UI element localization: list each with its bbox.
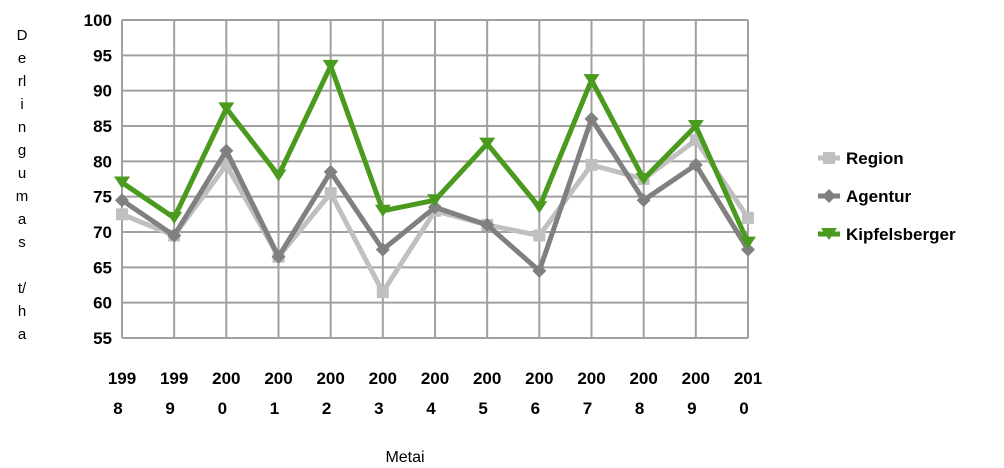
x-tick-label: 200 — [577, 369, 605, 388]
y-axis-ticks: 100 95 90 85 80 75 70 65 60 55 — [84, 11, 112, 348]
y-tick-label: 80 — [93, 152, 112, 171]
data-point — [532, 263, 547, 278]
data-point — [635, 173, 652, 185]
x-tick-label: 200 — [629, 369, 657, 388]
data-point — [428, 200, 442, 215]
y-axis-label-char: e — [18, 50, 26, 67]
legend-item: Region — [818, 149, 904, 168]
x-tick-label: 199 — [160, 369, 188, 388]
x-tick-label-suffix: 5 — [478, 399, 487, 418]
x-tick-label-suffix: 8 — [635, 399, 644, 418]
data-point — [323, 164, 338, 179]
data-point — [270, 169, 287, 182]
series-agentur — [115, 111, 755, 278]
x-tick-label: 200 — [682, 369, 710, 388]
x-axis-ticks: 199 8 199 9 200 0 200 1 200 2 200 3 200 4 200 5 200 6 200 7… — [108, 369, 762, 418]
data-point — [688, 157, 703, 172]
legend-item: Kipfelsberger — [818, 225, 956, 244]
data-point — [167, 228, 182, 243]
data-point — [584, 111, 599, 126]
data-point — [687, 120, 704, 132]
x-tick-label: 201 — [734, 369, 762, 388]
y-tick-label: 65 — [93, 258, 112, 277]
data-point — [823, 152, 835, 164]
y-axis-label-char: s — [18, 234, 26, 251]
y-tick-label: 85 — [93, 117, 112, 136]
data-point — [376, 286, 389, 299]
x-tick-label-suffix: 9 — [165, 399, 174, 418]
y-axis-label-char: D — [17, 27, 28, 44]
legend-label: Kipfelsberger — [846, 225, 956, 244]
data-point — [166, 211, 183, 224]
y-axis-label-char: n — [18, 119, 26, 136]
data-point — [822, 189, 836, 203]
y-axis-label-char: h — [18, 303, 26, 320]
y-tick-label: 95 — [93, 46, 112, 65]
data-point — [480, 217, 495, 232]
x-tick-label: 200 — [264, 369, 292, 388]
y-axis-label-char: u — [18, 165, 26, 182]
x-tick-label-suffix: 0 — [218, 399, 227, 418]
legend-label: Agentur — [846, 187, 912, 206]
data-point — [533, 229, 546, 242]
data-point — [322, 59, 339, 72]
x-tick-label-suffix: 1 — [270, 399, 279, 418]
data-point — [114, 176, 130, 189]
data-point — [585, 158, 598, 171]
y-tick-label: 75 — [93, 188, 112, 207]
y-tick-label: 55 — [93, 329, 112, 348]
data-point — [741, 242, 755, 257]
y-axis-label-char: a — [18, 211, 27, 228]
data-point — [479, 137, 496, 150]
y-axis-label-char: rl — [18, 73, 26, 90]
y-tick-label: 90 — [93, 82, 112, 101]
data-point — [821, 228, 837, 240]
y-axis-label-char: m — [16, 188, 29, 205]
y-tick-label: 60 — [93, 294, 112, 313]
y-axis-label-char: g — [18, 142, 26, 159]
y-tick-label: 100 — [84, 11, 112, 30]
y-axis-label-char: i — [20, 96, 23, 113]
data-point — [218, 102, 235, 115]
data-point — [374, 204, 391, 217]
data-point — [116, 208, 128, 221]
legend: Region Agentur Kipfelsberger — [818, 149, 956, 244]
x-tick-label: 200 — [525, 369, 553, 388]
data-point — [324, 187, 337, 200]
y-axis-label-char: a — [18, 326, 27, 343]
x-tick-label: 200 — [421, 369, 449, 388]
data-point — [427, 194, 443, 207]
x-tick-label-suffix: 7 — [583, 399, 592, 418]
x-tick-label-suffix: 0 — [739, 399, 748, 418]
legend-item: Agentur — [818, 187, 912, 206]
data-point — [636, 193, 651, 208]
x-tick-label-suffix: 4 — [426, 399, 436, 418]
series-kipfelsberger — [114, 59, 756, 249]
data-point — [583, 74, 600, 87]
y-tick-label: 70 — [93, 223, 112, 242]
data-point — [375, 242, 390, 257]
x-tick-label-suffix: 9 — [687, 399, 696, 418]
data-point — [740, 236, 756, 249]
x-tick-label: 200 — [473, 369, 501, 388]
data-point — [531, 201, 548, 214]
x-tick-label: 200 — [316, 369, 344, 388]
x-axis-label: Metai — [385, 449, 424, 466]
data-point — [271, 249, 286, 264]
data-point — [219, 143, 234, 158]
y-axis-label-char: t/ — [18, 280, 27, 297]
x-tick-label: 199 — [108, 369, 136, 388]
data-point — [115, 193, 129, 208]
x-tick-label-suffix: 2 — [322, 399, 331, 418]
x-tick-label: 200 — [212, 369, 240, 388]
data-point — [742, 211, 754, 224]
x-tick-label-suffix: 3 — [374, 399, 383, 418]
x-tick-label-suffix: 8 — [113, 399, 122, 418]
x-tick-label-suffix: 6 — [531, 399, 540, 418]
x-tick-label: 200 — [369, 369, 397, 388]
legend-label: Region — [846, 149, 904, 168]
series-lines — [114, 59, 756, 299]
